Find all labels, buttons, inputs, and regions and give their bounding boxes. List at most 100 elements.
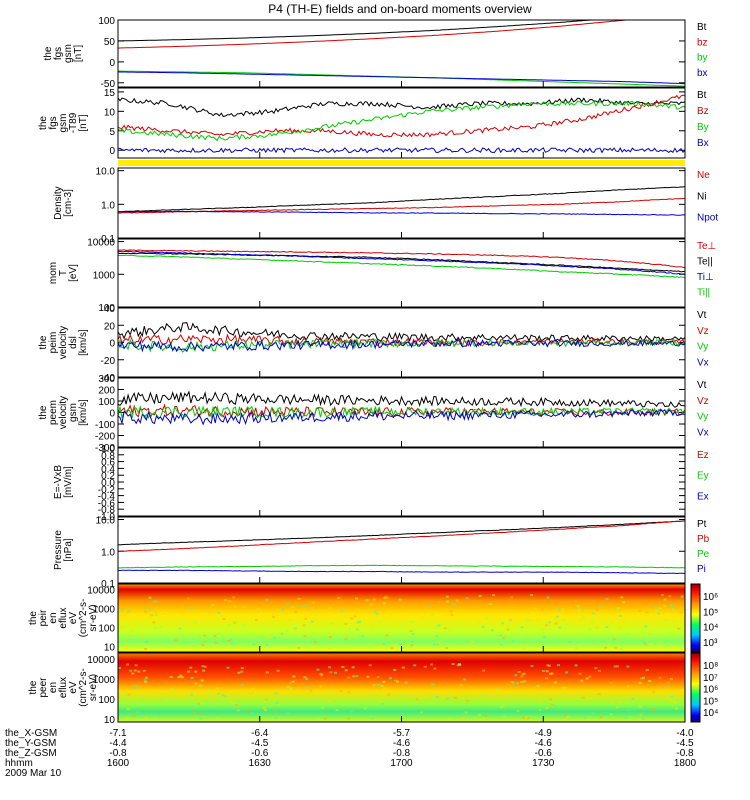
spectrogram-speckle [610, 621, 614, 624]
series-line [117, 94, 686, 138]
panel-ylabel: the peem velocity gsm [km/s] [38, 396, 89, 429]
spectrogram-speckle [368, 664, 372, 667]
spectrogram-speckle [217, 611, 221, 614]
spectrogram-speckle [575, 646, 579, 649]
spectrogram-speckle [235, 704, 239, 707]
ylabel-line: the [43, 46, 54, 60]
ylabel-line: en [48, 612, 59, 623]
spectrogram-speckle [464, 711, 468, 714]
spectrogram-speckle [578, 637, 582, 640]
spectrogram-speckle [420, 711, 424, 714]
spectrogram-speckle [226, 666, 230, 669]
xaxis-row-value: -4.5 [676, 738, 694, 749]
spectrogram-speckle [403, 706, 407, 709]
spectrogram-speckle [594, 667, 598, 670]
spectrogram-speckle [289, 687, 293, 690]
spectrogram-speckle [134, 664, 138, 667]
spectrogram-speckle [561, 608, 565, 611]
spectrogram-speckle [413, 664, 417, 667]
panel-peem-velocity: the peem velocity gsm [km/s] 3002001000-100-2… [38, 374, 709, 454]
spectrogram-speckle [544, 624, 548, 627]
spectrogram-speckle [129, 669, 133, 672]
spectrogram-speckle [376, 683, 380, 686]
spectrogram-speckle [482, 638, 486, 641]
ylabel-line: the [38, 116, 49, 130]
spectrogram-speckle [313, 613, 317, 616]
spectrogram-speckle [177, 637, 181, 640]
spectrogram-speckle [574, 599, 578, 602]
spectrogram-speckle [520, 675, 524, 678]
ytick-label: 0.8 [101, 451, 115, 462]
spectrogram-speckle [271, 616, 275, 619]
spectrogram-speckle [431, 683, 435, 686]
spectrogram-speckle [503, 715, 507, 718]
spectrogram-speckle [626, 665, 630, 668]
spectrogram-speckle [194, 682, 198, 685]
spectrogram-speckle [465, 597, 469, 600]
ytick-label: 1.0 [101, 547, 115, 558]
series-line [117, 210, 686, 216]
spectrogram-speckle [502, 637, 506, 640]
spectrogram-speckle [658, 676, 662, 679]
ytick-label: 100 [98, 397, 115, 408]
spectrogram-speckle [626, 685, 630, 688]
series-line [117, 408, 686, 426]
spectrogram-speckle [144, 647, 148, 650]
ytick-label: 10000 [87, 238, 115, 249]
xaxis-row-value: -0.8 [109, 748, 127, 759]
xaxis-row-value: -5.7 [393, 728, 411, 739]
spectrogram-speckle [337, 596, 341, 599]
spectrogram-speckle [169, 676, 173, 679]
spectrogram-speckle [445, 600, 449, 603]
ytick-label: 1000 [93, 605, 116, 616]
ytick-label: 0 [109, 58, 115, 69]
spectrogram-speckle [445, 647, 449, 650]
spectrogram-speckle [649, 633, 653, 636]
spectrogram-speckle [265, 643, 269, 646]
ytick-label: 10000 [87, 586, 115, 597]
legend-entry: Te|| [697, 257, 713, 268]
series-line [117, 19, 685, 49]
spectrogram-speckle [404, 681, 408, 684]
spectrogram-speckle [144, 610, 148, 613]
spectrogram-speckle [546, 664, 550, 667]
spectrogram-speckle [386, 596, 390, 599]
spectrogram-speckle [612, 638, 616, 641]
spectrogram-speckle [233, 621, 237, 624]
spectrogram-speckle [672, 620, 676, 623]
spectrogram-speckle [344, 638, 348, 641]
spectrogram-speckle [641, 717, 645, 720]
spectrogram-speckle [668, 631, 672, 634]
ylabel-line: T [58, 270, 69, 276]
status-bar [118, 160, 685, 166]
ytick-label: -0.8 [98, 505, 116, 516]
spectrogram-speckle [545, 670, 549, 673]
legend-entry: Vx [697, 427, 709, 438]
x-axis: the_X-GSM -7.1 -6.4 -5.7 -4.9 -4.0 the_Y-GSM -4… [5, 728, 697, 769]
panel-peer-en-eflux: the peer en eflux eV (cm^2-s-sr-eV) 10000 1000 1… [28, 652, 718, 726]
legend-entry: Ez [697, 450, 709, 461]
spectrogram-speckle [328, 666, 332, 669]
spectrogram-speckle [520, 626, 524, 629]
spectrogram-speckle [561, 619, 565, 622]
spectrogram-speckle [605, 597, 609, 600]
spectrogram-speckle [455, 599, 459, 602]
spectrogram-speckle [555, 615, 559, 618]
ytick-label: -50 [101, 79, 116, 90]
ytick-label: 0.2 [101, 471, 115, 482]
spectrogram-speckle [202, 669, 206, 672]
spectrogram-speckle [240, 683, 244, 686]
spectrogram-speckle [599, 716, 603, 719]
spectrogram-speckle [456, 664, 460, 667]
spectrogram-speckle [482, 694, 486, 697]
spectrogram-speckle [446, 697, 450, 700]
spectrogram-speckle [655, 609, 659, 612]
spectrogram-speckle [372, 684, 376, 687]
ytick-label: -300 [95, 443, 115, 454]
spectrogram-speckle [517, 671, 521, 674]
spectrogram-speckle [339, 690, 343, 693]
spectrogram-speckle [249, 714, 253, 717]
spectrogram-speckle [309, 689, 313, 692]
spectrogram-speckle [641, 676, 645, 679]
colorbar-tick-label: 10³ [703, 638, 718, 649]
